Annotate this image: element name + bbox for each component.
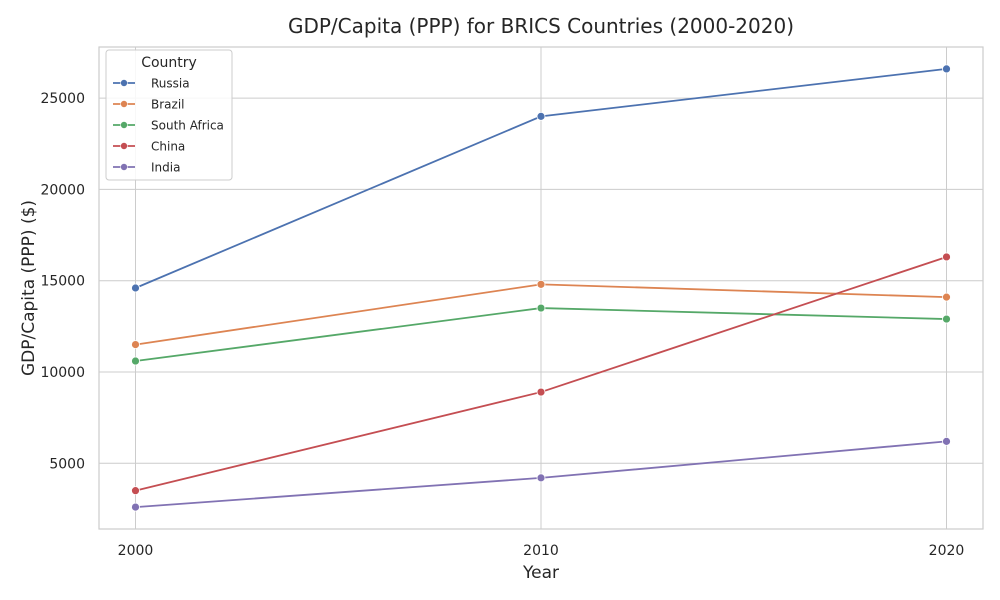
legend: Country Russia Brazil South Africa China Ind… <box>105 49 233 181</box>
legend-swatch-marker <box>120 121 128 129</box>
series-south-africa <box>131 303 951 366</box>
data-point <box>131 502 140 512</box>
x-axis-ticks: 2000 2010 2020 <box>118 543 965 559</box>
y-tick-label: 5000 <box>49 456 85 472</box>
data-point <box>942 64 951 74</box>
data-point <box>942 436 951 446</box>
legend-label: India <box>151 161 180 175</box>
y-tick-label: 20000 <box>40 182 85 198</box>
data-point <box>536 387 546 397</box>
legend-swatch-marker <box>120 100 128 108</box>
data-point <box>536 303 546 313</box>
legend-title: Country <box>141 55 197 71</box>
legend-item: India <box>113 161 180 175</box>
y-tick-label: 25000 <box>40 91 85 107</box>
x-tick-label: 2000 <box>118 543 154 559</box>
legend-label: South Africa <box>151 119 224 133</box>
data-point <box>942 292 951 302</box>
series-layer <box>131 64 951 512</box>
y-axis-ticks: 5000 10000 15000 20000 25000 <box>40 91 85 472</box>
legend-label: Brazil <box>151 98 185 112</box>
x-axis-label: Year <box>522 563 559 583</box>
legend-items: Russia Brazil South Africa China India <box>113 77 224 175</box>
legend-item: South Africa <box>113 119 224 133</box>
data-point <box>131 283 140 293</box>
data-point <box>536 279 546 289</box>
y-axis-label: GDP/Capita (PPP) ($) <box>19 200 39 376</box>
legend-item: Brazil <box>113 98 185 112</box>
x-tick-label: 2010 <box>523 543 559 559</box>
legend-label: Russia <box>151 77 190 91</box>
x-tick-label: 2020 <box>929 543 965 559</box>
legend-swatch-marker <box>120 142 128 150</box>
y-tick-label: 15000 <box>40 274 85 290</box>
series-brazil <box>131 279 951 349</box>
legend-swatch-marker <box>120 163 128 171</box>
legend-swatch-marker <box>120 79 128 87</box>
legend-label: China <box>151 140 185 154</box>
data-point <box>536 111 546 121</box>
data-point <box>131 340 140 349</box>
series-russia <box>131 64 951 293</box>
data-point <box>536 473 546 483</box>
legend-item: Russia <box>113 77 190 91</box>
series-china <box>131 252 951 496</box>
legend-box <box>105 49 233 181</box>
series-india <box>131 436 951 512</box>
data-point <box>942 252 951 262</box>
legend-item: China <box>113 140 185 154</box>
data-point <box>942 314 951 324</box>
chart-title: GDP/Capita (PPP) for BRICS Countries (20… <box>288 14 794 38</box>
data-point <box>131 356 140 366</box>
data-point <box>131 486 140 496</box>
y-tick-label: 10000 <box>40 365 85 381</box>
